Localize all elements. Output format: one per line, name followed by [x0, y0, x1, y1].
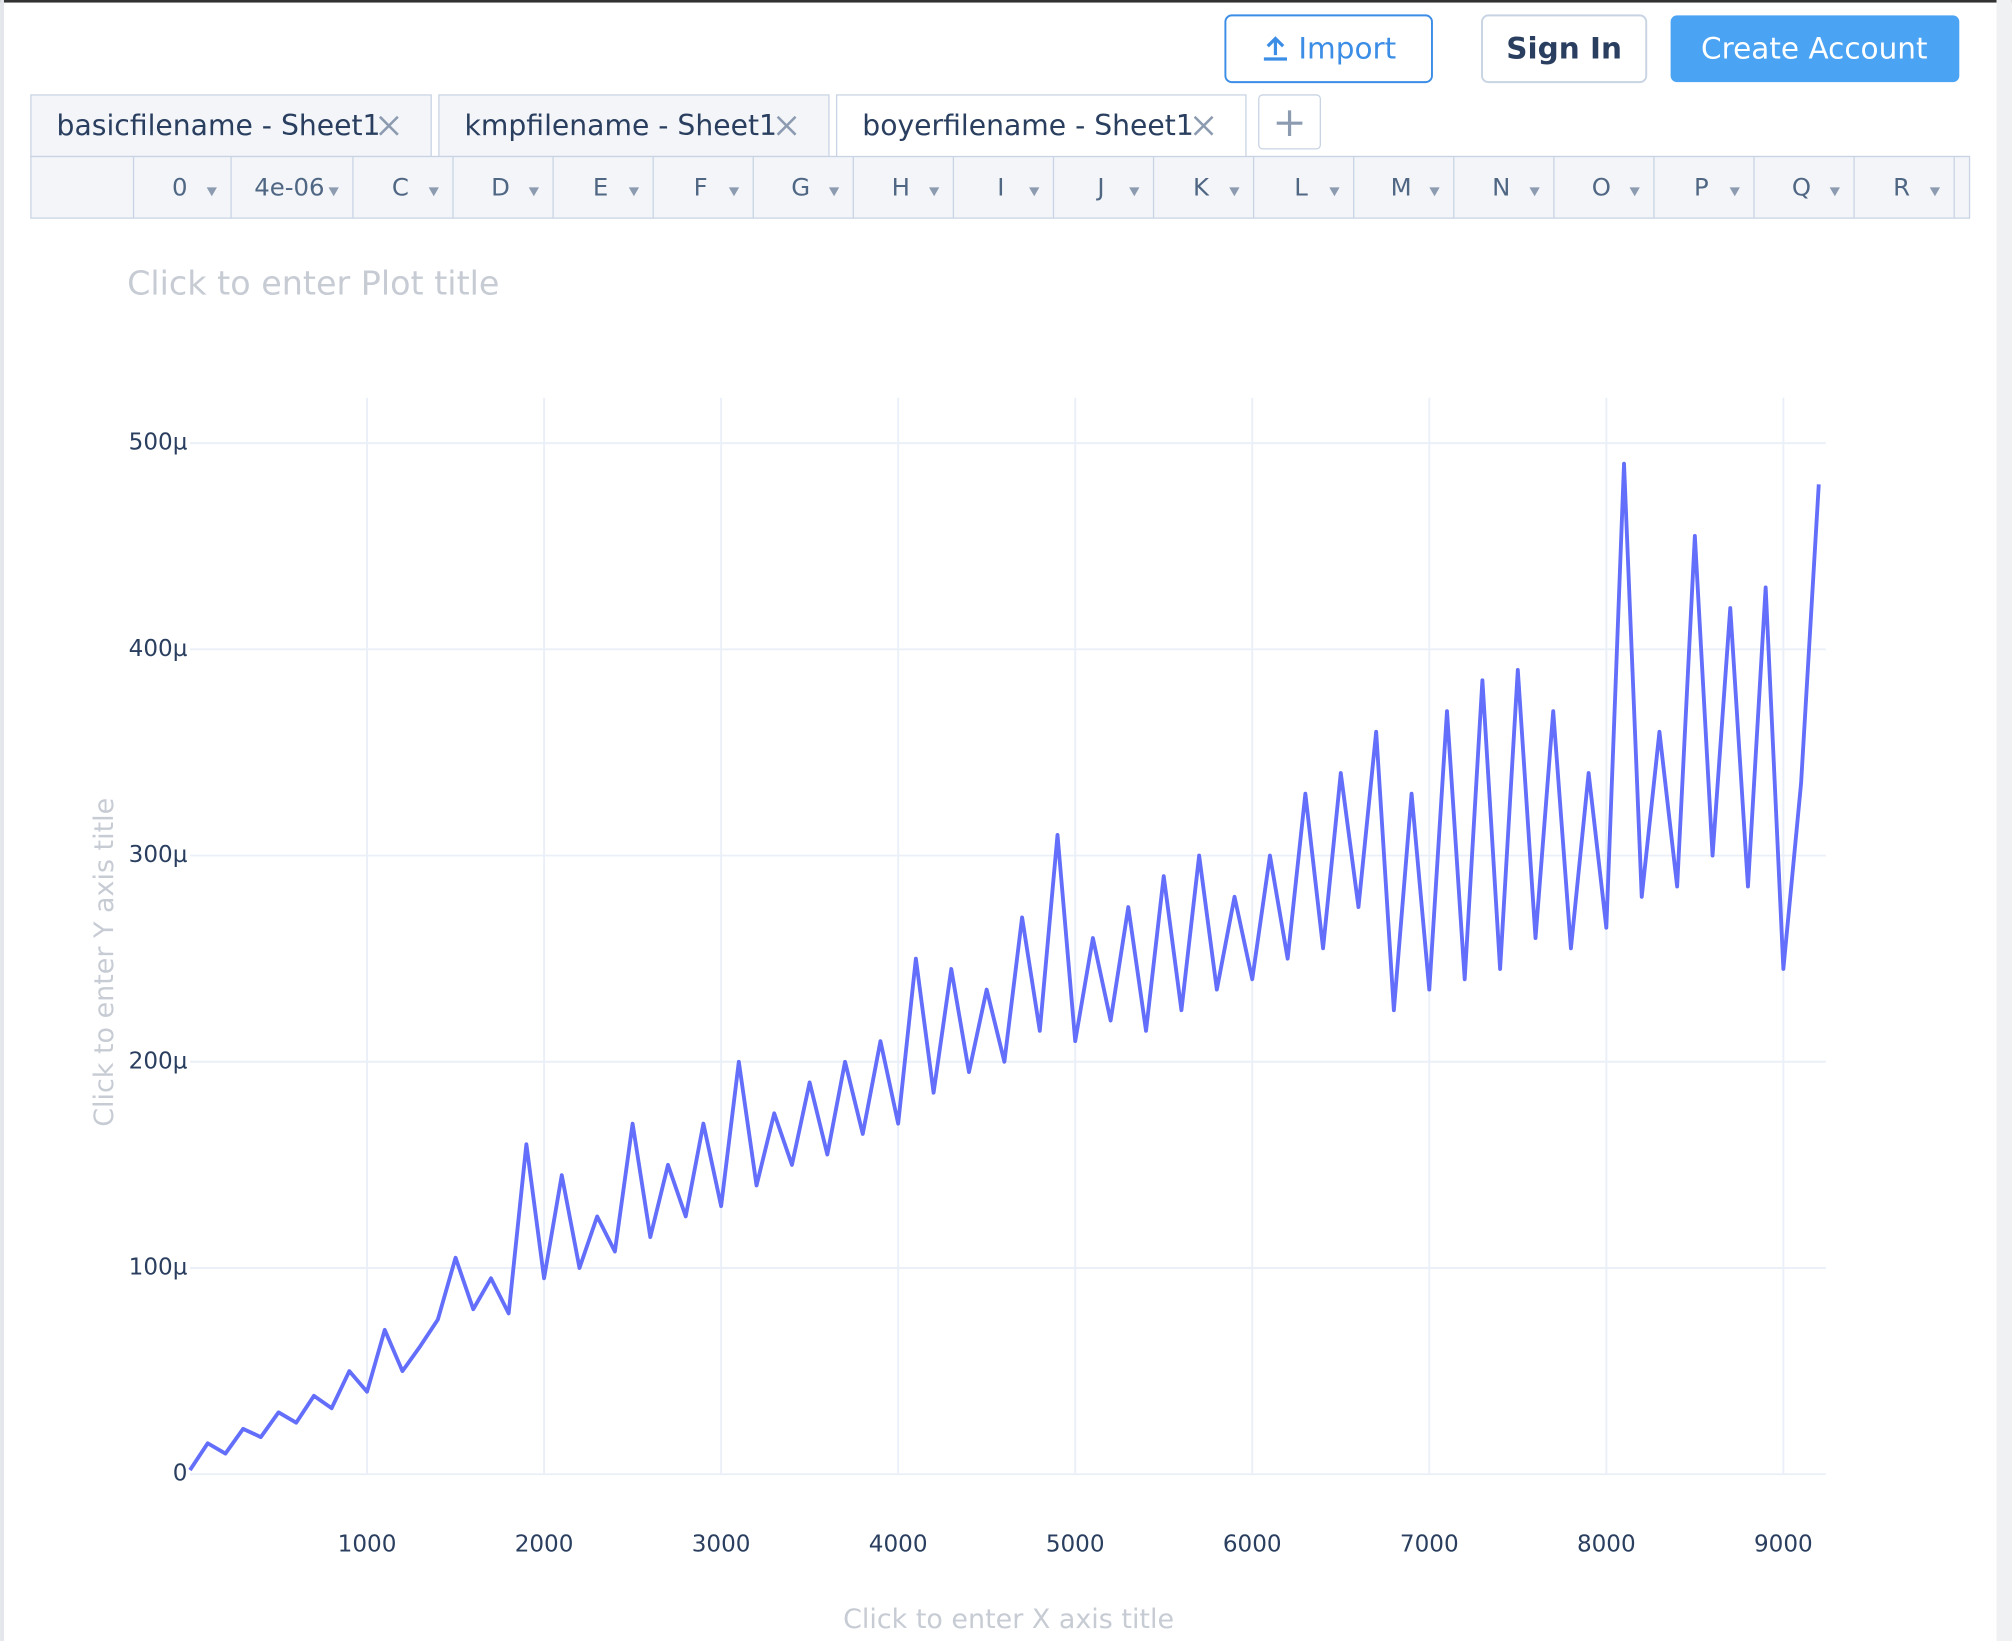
column-label[interactable]: F: [694, 173, 708, 202]
x-tick-label: 6000: [1223, 1531, 1282, 1557]
x-tick-label: 1000: [338, 1531, 397, 1557]
column-label[interactable]: J: [1095, 173, 1104, 202]
column-caret[interactable]: [528, 187, 539, 197]
column-label[interactable]: N: [1492, 173, 1510, 202]
column-caret[interactable]: [1029, 187, 1040, 197]
column-header-bg: [30, 155, 1971, 219]
column-label[interactable]: E: [593, 173, 608, 202]
data-line: [188, 461, 1821, 1472]
x-tick-label: 9000: [1754, 1531, 1813, 1557]
y-tick-label: 200µ: [129, 1048, 188, 1074]
y-tick-label: 500µ: [129, 430, 188, 456]
tab-label[interactable]: boyerfilename - Sheet1: [862, 109, 1194, 142]
y-tick-label: 400µ: [129, 636, 188, 662]
y-tick-label: 0: [173, 1461, 188, 1487]
x-tick-label: 3000: [692, 1531, 751, 1557]
column-label[interactable]: 0: [172, 173, 188, 202]
column-caret[interactable]: [1929, 187, 1941, 197]
column-caret[interactable]: [828, 187, 840, 197]
plot-title[interactable]: Click to enter Plot title: [127, 263, 499, 302]
x-tick-label: 7000: [1400, 1531, 1459, 1557]
column-label[interactable]: R: [1893, 173, 1910, 202]
top-border: [0, 0, 2012, 3]
column-caret[interactable]: [328, 187, 339, 197]
column-caret[interactable]: [628, 187, 640, 197]
column-label[interactable]: G: [791, 173, 810, 202]
column-label[interactable]: Q: [1792, 173, 1811, 202]
sign-in-button[interactable]: [1481, 14, 1648, 84]
column-label[interactable]: O: [1592, 173, 1611, 202]
tab[interactable]: [835, 94, 1247, 159]
column-label[interactable]: M: [1391, 173, 1412, 202]
column-caret[interactable]: [1129, 187, 1140, 197]
column-label[interactable]: L: [1294, 173, 1308, 202]
import-label[interactable]: Import: [1298, 32, 1396, 66]
x-axis-title[interactable]: Click to enter X axis title: [843, 1604, 1174, 1635]
column-caret[interactable]: [1729, 187, 1740, 197]
left-border: [0, 0, 4, 1641]
tab[interactable]: [438, 94, 830, 158]
y-tick-label: 100µ: [129, 1254, 188, 1280]
x-tick-label: 2000: [515, 1531, 574, 1557]
tab[interactable]: [30, 94, 432, 158]
column-caret[interactable]: [1629, 187, 1640, 197]
upload-icon: [1263, 36, 1287, 61]
column-caret[interactable]: [206, 187, 217, 197]
column-label[interactable]: D: [491, 173, 510, 202]
column-label[interactable]: P: [1694, 173, 1709, 202]
column-caret[interactable]: [929, 187, 940, 197]
import-button[interactable]: [1224, 14, 1433, 84]
tab-close[interactable]: [378, 115, 399, 136]
x-tick-label: 4000: [869, 1531, 928, 1557]
column-label[interactable]: 4e-06: [254, 173, 324, 202]
column-label[interactable]: H: [892, 173, 910, 202]
column-caret[interactable]: [1429, 187, 1440, 197]
x-tick-label: 8000: [1577, 1531, 1636, 1557]
column-label[interactable]: I: [997, 173, 1004, 202]
column-label[interactable]: K: [1193, 173, 1210, 202]
column-caret[interactable]: [728, 187, 740, 197]
column-caret[interactable]: [1329, 187, 1340, 197]
x-tick-label: 5000: [1046, 1531, 1105, 1557]
column-caret[interactable]: [428, 187, 439, 197]
tab-close[interactable]: [1193, 115, 1214, 136]
create-account-button[interactable]: [1670, 15, 1960, 83]
tab-close[interactable]: [776, 115, 797, 136]
plus-icon: [1276, 110, 1303, 137]
plot: Click to enter Plot title 0 100µ 200µ 300µ 40…: [89, 263, 1826, 1635]
sign-in-label[interactable]: Sign In: [1506, 32, 1622, 66]
tab-label[interactable]: basicfilename - Sheet1: [57, 109, 381, 142]
column-caret[interactable]: [1829, 187, 1840, 197]
column-header-row: 0 4e-06 C D E F G H I J K L M N O P Q R: [30, 155, 1971, 219]
column-caret[interactable]: [1529, 187, 1540, 197]
scrollbar: [1996, 0, 2012, 1641]
y-tick-label: 300µ: [129, 842, 188, 868]
column-caret[interactable]: [1229, 187, 1240, 197]
create-account-label[interactable]: Create Account: [1701, 32, 1928, 66]
tab-label[interactable]: kmpfilename - Sheet1: [465, 109, 777, 142]
column-label[interactable]: C: [392, 173, 409, 202]
y-axis-title[interactable]: Click to enter Y axis title: [89, 798, 120, 1127]
